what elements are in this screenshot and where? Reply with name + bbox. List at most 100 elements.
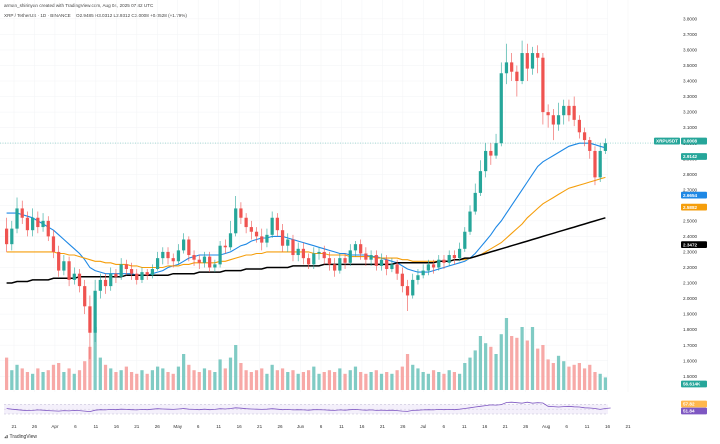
candle [249,220,253,240]
volume-bar [182,354,186,390]
volume-bar [88,346,92,390]
candle-body [145,272,149,276]
candle [317,247,321,260]
volume-bar [510,336,514,390]
volume-bar [452,372,457,390]
candle [197,255,201,270]
candle-body [426,264,430,271]
candle [301,242,306,265]
candle-body [374,255,378,266]
x-tick-label: 11 [585,424,590,429]
rsi-tag [681,407,707,415]
volume-bar [270,364,274,390]
candle-body [385,259,389,270]
candle-body [171,258,175,262]
volume-bar [348,370,352,390]
candle [244,213,248,234]
candle [546,104,550,128]
candle [411,273,415,299]
candle-body [301,248,306,259]
candle [374,250,378,271]
x-tick-label: 21 [380,424,386,429]
candle [452,250,457,265]
candle-body [135,273,139,280]
candle [280,223,285,252]
candle-body [239,208,243,218]
candle [338,253,342,274]
candle-body [327,258,332,265]
candle-body [249,227,253,232]
candle-body [541,57,545,113]
candle [582,127,587,147]
volume-bar [109,368,113,390]
candle-body [77,273,82,287]
volume-bar [327,370,332,390]
ma-line-3 [6,217,606,284]
ma-line-1 [6,142,606,276]
candle [484,143,488,178]
candle [286,233,290,252]
candle [31,208,35,237]
candle [478,160,483,196]
candle-body [192,255,196,260]
volume-bar [296,373,300,390]
y-tick-label: 3.5000 [683,63,697,68]
candle-body [166,251,170,259]
x-tick-label: 21 [257,424,263,429]
candle-body [593,150,597,178]
candle-body [494,143,498,156]
volume-bar [520,327,524,390]
candle [223,239,227,254]
candle-body [140,272,144,280]
y-tick-label: 3.1000 [683,125,697,130]
x-tick-label: 6 [74,424,77,429]
candle-body [197,259,201,263]
price-tag [681,241,707,249]
candle [296,242,300,262]
candle-body [572,105,576,120]
symbol-text: XRP / TetherUS · 1D · BINANCE [4,13,71,18]
candle-body [405,286,410,296]
candle [499,62,503,147]
price-tag-text: 2.6654 [683,193,697,198]
price-tag [681,153,707,160]
candle-body [291,239,295,256]
x-tick-label: 6 [443,424,446,429]
volume-bar [265,373,269,390]
candle [25,211,30,237]
volume-bar [291,370,295,390]
volume-bar [280,368,285,390]
candle-body [473,192,477,212]
volume-bar [353,366,358,390]
price-tag [654,137,680,145]
volume-bar [135,373,139,390]
candle [536,45,540,74]
volume-bar [218,359,222,390]
candle-body [556,115,561,125]
candle-body [442,259,446,263]
candle-body [468,211,472,232]
y-tick-label: 3.7000 [683,32,697,37]
candle-body [416,275,420,280]
candle [468,205,472,235]
volume-bar [562,361,566,390]
volume-tag [681,380,707,388]
volume-bar [239,363,243,390]
volume-bar [603,377,608,390]
candle [270,211,274,238]
candle [327,251,332,271]
volume-bar [15,364,19,390]
volume-bar [400,366,404,390]
candle [202,251,207,268]
candle [103,273,108,294]
candle-body [124,264,128,270]
tradingview-logo[interactable]: ⊿ TradingView [4,434,37,440]
candle-body [83,286,87,307]
candle [442,255,446,270]
volume-bar [83,361,87,390]
candle-body [390,264,394,270]
volume-bar [338,368,342,390]
candle-body [150,269,155,276]
candle [291,234,295,262]
rsi-tag-text: 51.84 [683,409,695,414]
